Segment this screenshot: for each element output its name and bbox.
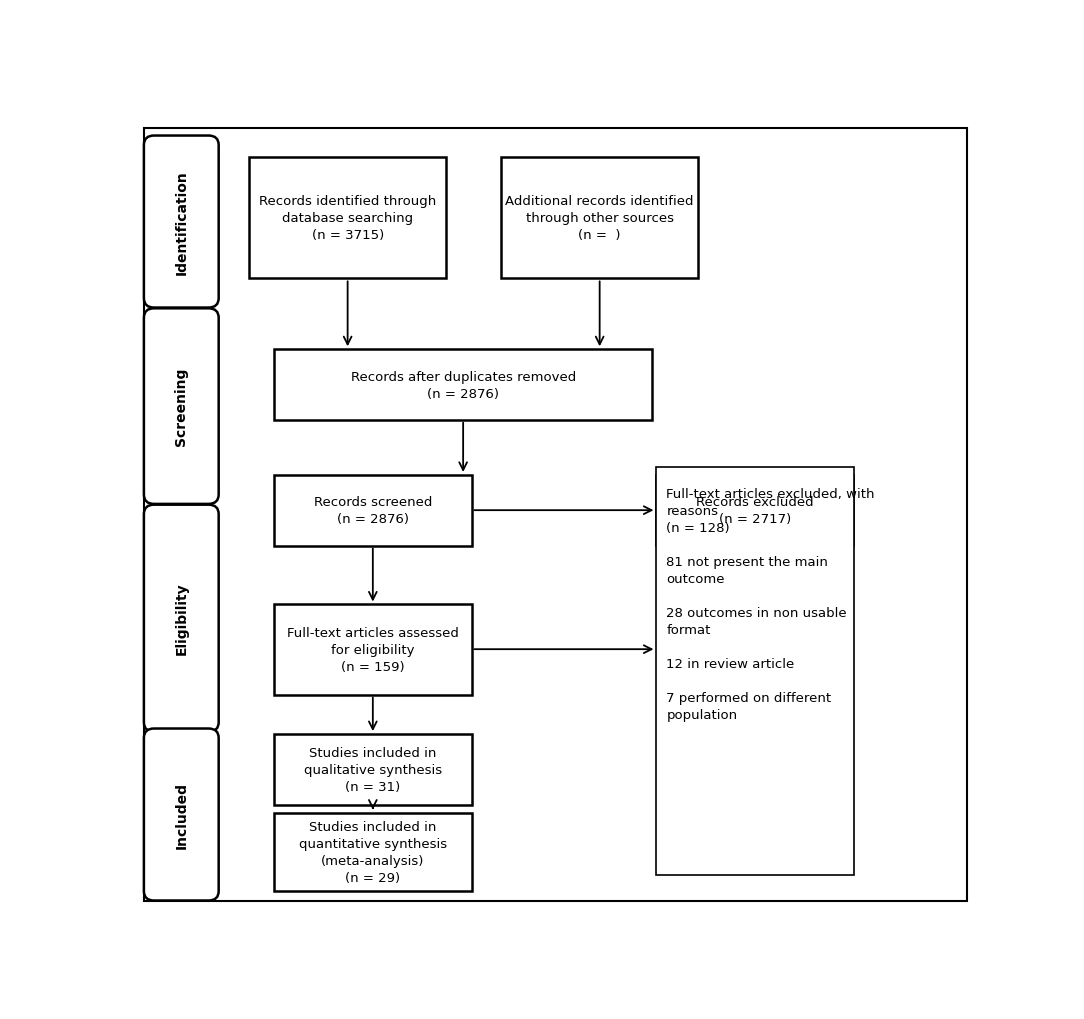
FancyBboxPatch shape [144, 137, 219, 308]
Text: Eligibility: Eligibility [175, 582, 189, 655]
FancyBboxPatch shape [501, 158, 698, 279]
Text: Records excluded
(n = 2717): Records excluded (n = 2717) [696, 495, 814, 526]
Text: Full-text articles assessed
for eligibility
(n = 159): Full-text articles assessed for eligibil… [287, 627, 459, 674]
FancyBboxPatch shape [144, 729, 219, 901]
Text: Screening: Screening [175, 368, 189, 446]
Text: Records after duplicates removed
(n = 2876): Records after duplicates removed (n = 28… [350, 370, 576, 400]
Text: Full-text articles excluded, with
reasons
(n = 128)

81 not present the main
out: Full-text articles excluded, with reason… [667, 487, 875, 720]
FancyBboxPatch shape [144, 309, 219, 504]
FancyBboxPatch shape [274, 475, 472, 546]
Text: Included: Included [175, 782, 189, 848]
Text: Additional records identified
through other sources
(n =  ): Additional records identified through ot… [505, 195, 694, 242]
Text: Records screened
(n = 2876): Records screened (n = 2876) [313, 495, 433, 526]
FancyBboxPatch shape [144, 505, 219, 732]
FancyBboxPatch shape [274, 813, 472, 892]
Text: Studies included in
quantitative synthesis
(meta-analysis)
(n = 29): Studies included in quantitative synthes… [299, 820, 447, 883]
Text: Identification: Identification [175, 170, 189, 275]
FancyBboxPatch shape [274, 735, 472, 805]
FancyBboxPatch shape [656, 475, 854, 546]
FancyBboxPatch shape [274, 605, 472, 695]
FancyBboxPatch shape [249, 158, 447, 279]
FancyBboxPatch shape [274, 350, 653, 421]
Text: Records identified through
database searching
(n = 3715): Records identified through database sear… [259, 195, 436, 242]
FancyBboxPatch shape [656, 468, 854, 875]
FancyBboxPatch shape [144, 128, 967, 901]
Text: Studies included in
qualitative synthesis
(n = 31): Studies included in qualitative synthesi… [304, 746, 442, 793]
